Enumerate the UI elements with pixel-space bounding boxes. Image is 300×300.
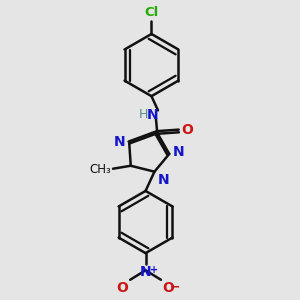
Text: −: − [170, 280, 180, 293]
Text: H: H [139, 108, 148, 121]
Text: N: N [114, 135, 126, 149]
Text: N: N [146, 107, 158, 122]
Text: CH₃: CH₃ [89, 163, 111, 176]
Text: N: N [173, 146, 184, 159]
Text: N: N [158, 173, 169, 187]
Text: Cl: Cl [144, 7, 159, 20]
Text: N: N [140, 265, 152, 279]
Text: O: O [163, 281, 175, 295]
Text: +: + [150, 265, 158, 275]
Text: O: O [181, 123, 193, 136]
Text: O: O [116, 281, 128, 295]
